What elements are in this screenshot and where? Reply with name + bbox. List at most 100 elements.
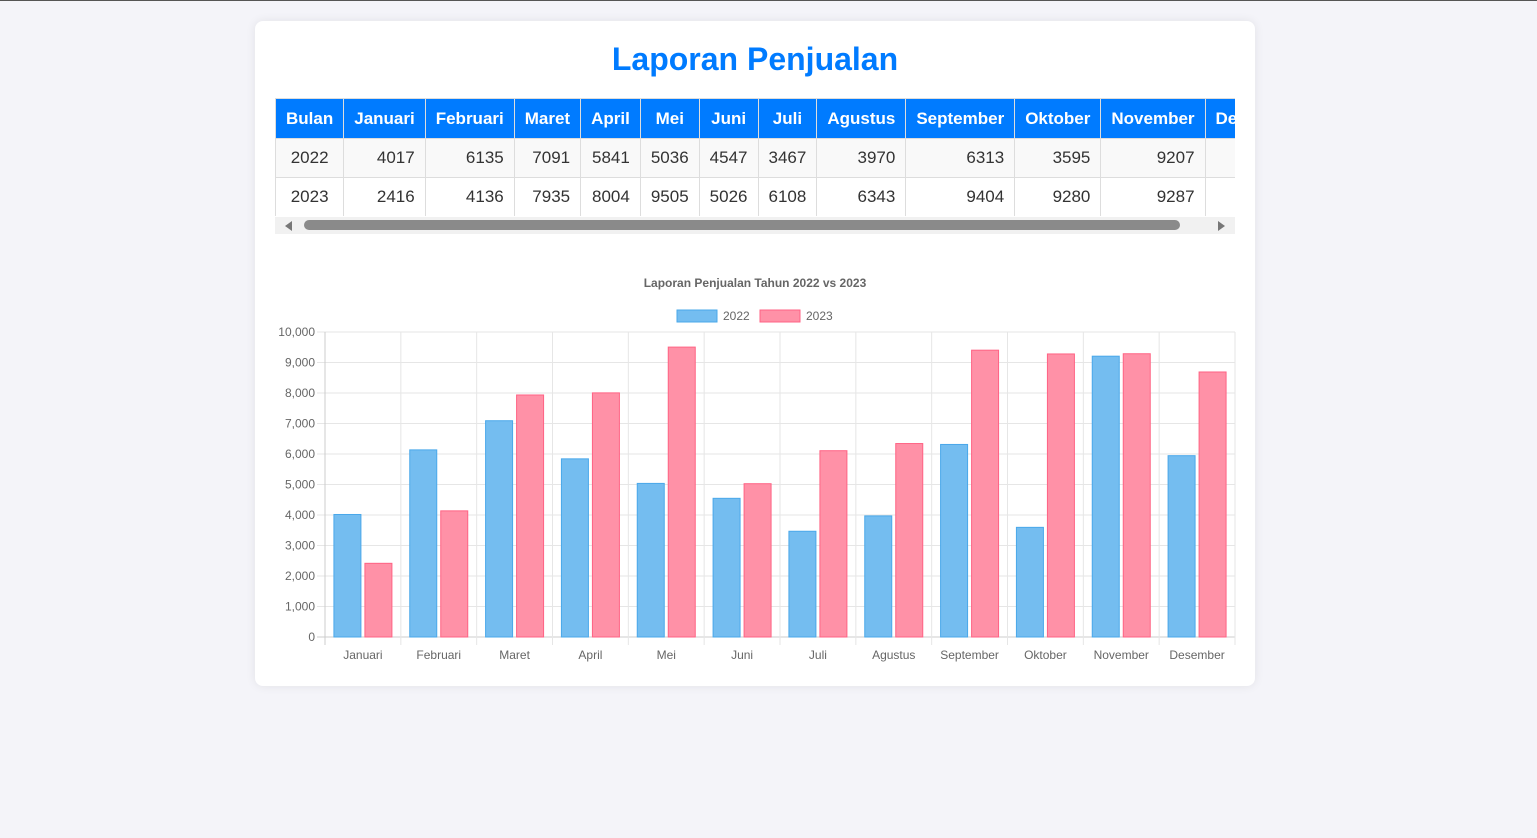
table-cell: 8004 — [580, 177, 641, 216]
table-cell: 4547 — [698, 138, 759, 178]
legend-swatch-2022 — [676, 309, 718, 323]
x-tick-label: Februari — [416, 648, 461, 662]
table-cell: 7935 — [513, 177, 582, 216]
bar-2022-november — [1091, 355, 1120, 638]
x-tick-label: September — [940, 648, 999, 662]
header-cell: April — [580, 98, 641, 139]
legend-label: 2023 — [806, 309, 833, 323]
table-cell: 4136 — [424, 177, 515, 216]
bar-2022-juli — [788, 530, 817, 638]
bar-2023-oktober — [1046, 353, 1075, 638]
x-tick-label: April — [578, 648, 602, 662]
table-cell: 9280 — [1014, 177, 1102, 216]
y-tick-label: 7,000 — [285, 417, 315, 431]
table-cell: 9287 — [1100, 177, 1206, 216]
x-tick-label: Juni — [731, 648, 753, 662]
y-tick-label: 3,000 — [285, 539, 315, 553]
bar-2023-januari — [364, 562, 393, 638]
table-horizontal-scrollbar[interactable] — [275, 217, 1235, 234]
y-tick-label: 1,000 — [285, 600, 315, 614]
chart-bars — [333, 346, 1227, 638]
y-tick-label: 10,000 — [278, 325, 315, 339]
sales-table: Bulan Januari Februari Maret April Mei J… — [275, 98, 1235, 216]
bar-2023-maret — [516, 394, 545, 638]
table-cell: 5841 — [580, 138, 641, 178]
table-cell: 8689 — [1204, 177, 1235, 216]
header-cell: Agustus — [816, 98, 907, 139]
table-cell: 2022 — [275, 138, 345, 178]
table-header-row: Bulan Januari Februari Maret April Mei J… — [275, 98, 1235, 139]
scroll-right-arrow-icon[interactable] — [1218, 221, 1225, 231]
chart-axis-labels: 0 1,000 2,000 3,000 4,000 5,000 6,000 7,000 8,00… — [278, 325, 1224, 662]
legend-label: 2022 — [723, 309, 750, 323]
x-tick-label: Maret — [499, 648, 530, 662]
table-cell: 6343 — [816, 177, 907, 216]
header-cell: Maret — [513, 98, 582, 139]
scroll-left-arrow-icon[interactable] — [285, 221, 292, 231]
report-card: Laporan Penjualan Bulan Januari Februari… — [255, 21, 1255, 686]
x-tick-label: Desember — [1169, 648, 1224, 662]
table-cell: 9207 — [1100, 138, 1206, 178]
table-row: 2022 4017 6135 7091 5841 5036 4547 3467 … — [275, 138, 1235, 178]
header-cell: Januari — [343, 98, 426, 139]
bar-2022-mei — [636, 482, 665, 638]
bar-2023-november — [1122, 353, 1151, 638]
header-cell: Oktober — [1014, 98, 1102, 139]
y-tick-label: 9,000 — [285, 356, 315, 370]
table-cell: 3467 — [757, 138, 818, 178]
page-title: Laporan Penjualan — [611, 41, 899, 77]
table-cell: 9505 — [639, 177, 700, 216]
bar-2022-maret — [485, 420, 514, 638]
table-cell: 3595 — [1014, 138, 1102, 178]
x-tick-label: Juli — [809, 648, 827, 662]
bar-2022-januari — [333, 513, 362, 638]
table-cell: 2023 — [275, 177, 345, 216]
x-tick-label: Januari — [343, 648, 382, 662]
table-cell: 4017 — [343, 138, 426, 178]
bar-2023-mei — [667, 346, 696, 638]
header-cell: Februari — [424, 98, 515, 139]
table-cell: 6135 — [424, 138, 515, 178]
bar-2023-desember — [1198, 371, 1227, 638]
chart-legend: 2022 2023 — [676, 309, 833, 323]
y-tick-label: 6,000 — [285, 447, 315, 461]
bar-2022-april — [560, 458, 589, 638]
bar-2023-agustus — [895, 443, 924, 638]
header-cell: Mei — [639, 98, 700, 139]
header-cell: November — [1100, 98, 1206, 139]
y-tick-label: 0 — [308, 630, 315, 644]
x-tick-label: Oktober — [1024, 648, 1067, 662]
table-cell: 3970 — [816, 138, 907, 178]
table-row: 2023 2416 4136 7935 8004 9505 5026 6108 … — [275, 177, 1235, 216]
header-cell: Juli — [757, 98, 818, 139]
bar-2023-juli — [819, 450, 848, 638]
table-cell: 6313 — [905, 138, 1016, 178]
bar-2023-februari — [440, 510, 469, 638]
bar-2022-agustus — [864, 515, 893, 638]
bar-2023-april — [591, 392, 620, 638]
chart-title: Laporan Penjualan Tahun 2022 vs 2023 — [644, 276, 867, 290]
x-tick-label: November — [1094, 648, 1149, 662]
scroll-thumb[interactable] — [304, 220, 1180, 230]
bar-2023-september — [971, 349, 1000, 638]
bar-2022-desember — [1167, 455, 1196, 638]
bar-2023-juni — [743, 483, 772, 638]
y-tick-label: 4,000 — [285, 508, 315, 522]
table-cell: 5026 — [698, 177, 759, 216]
sales-table-container[interactable]: Bulan Januari Februari Maret April Mei J… — [275, 98, 1235, 216]
y-tick-label: 5,000 — [285, 478, 315, 492]
y-tick-label: 2,000 — [285, 569, 315, 583]
table-cell: 5036 — [639, 138, 700, 178]
bar-2022-september — [940, 443, 969, 638]
x-tick-label: Mei — [657, 648, 676, 662]
x-tick-label: Agustus — [872, 648, 915, 662]
header-cell: Juni — [698, 98, 759, 139]
table-cell: 7091 — [513, 138, 582, 178]
table-cell: 6108 — [757, 177, 818, 216]
header-cell: September — [905, 98, 1016, 139]
header-cell: Bulan — [275, 98, 345, 139]
legend-swatch-2023 — [759, 309, 801, 323]
bar-2022-februari — [409, 449, 438, 638]
bar-2022-juni — [712, 497, 741, 638]
